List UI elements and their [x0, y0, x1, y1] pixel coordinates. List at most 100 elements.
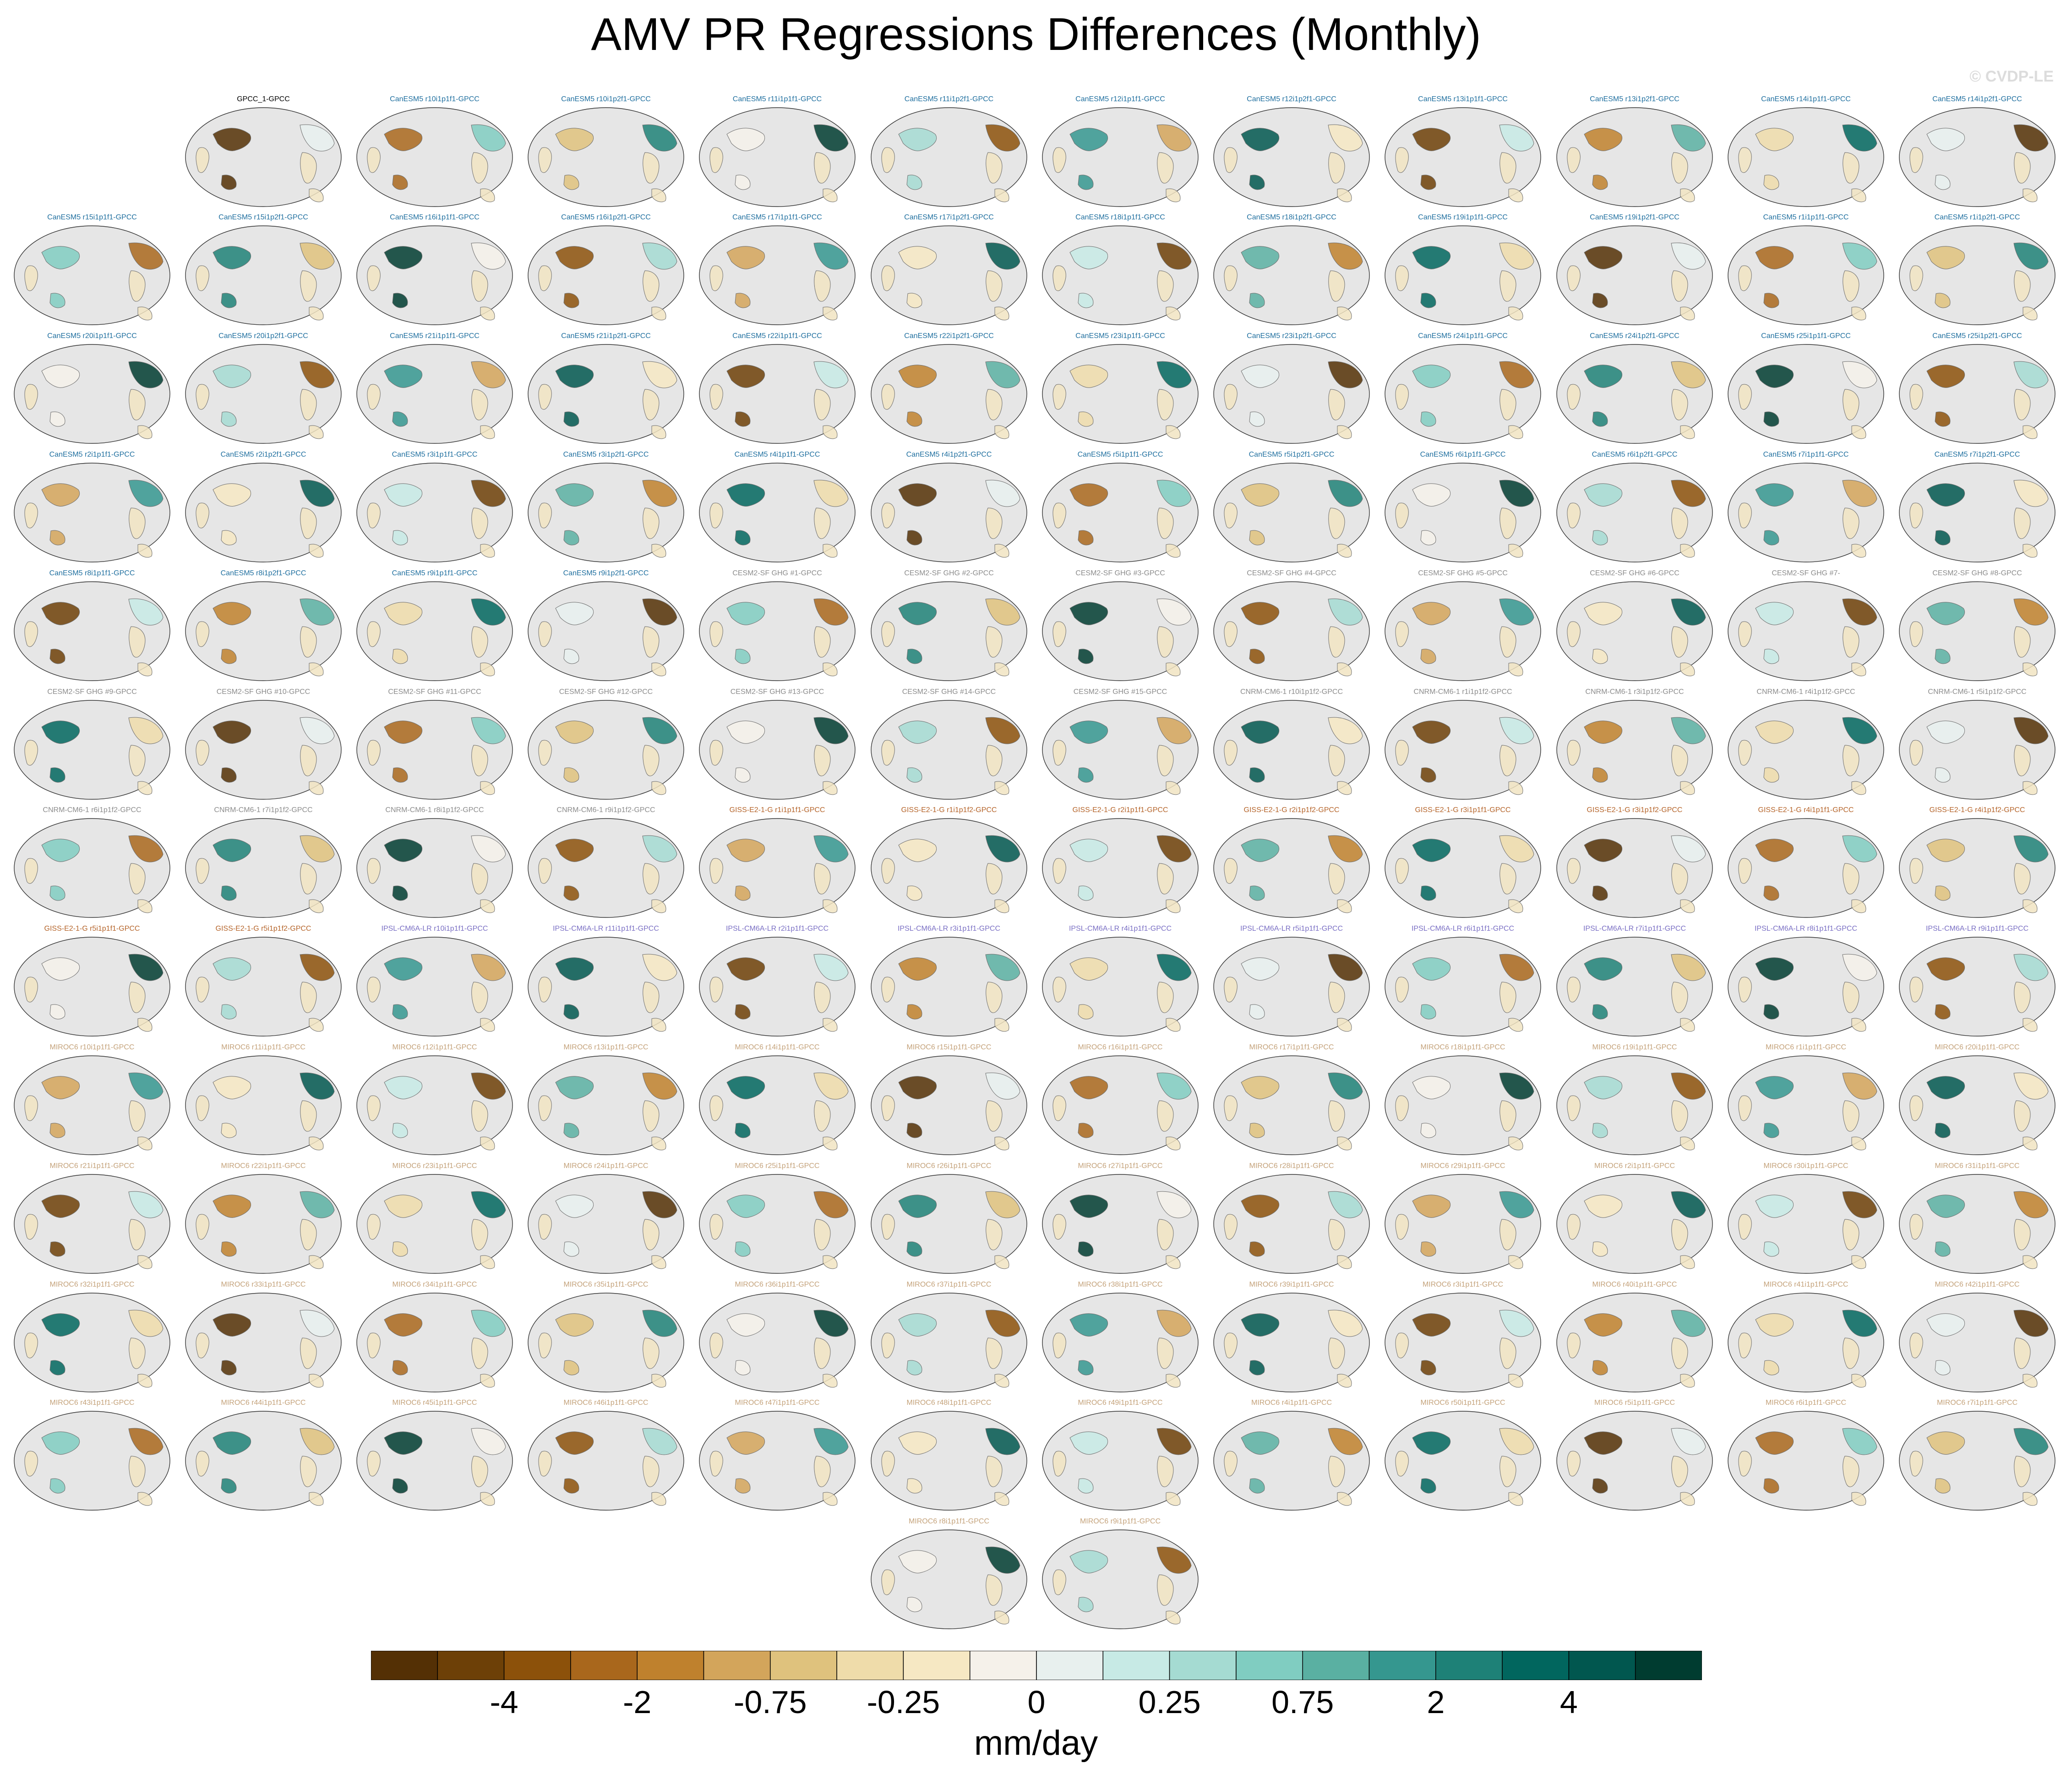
land-region — [906, 767, 922, 783]
land-region — [563, 175, 579, 190]
colorbar-swatch — [1635, 1651, 1702, 1680]
land-region — [813, 1072, 849, 1100]
land-region — [881, 977, 895, 1003]
robinson-map — [1385, 107, 1541, 207]
land-region — [735, 1004, 751, 1020]
land-region — [1567, 502, 1581, 529]
land-region — [2013, 717, 2049, 744]
land-region — [309, 1136, 324, 1151]
panel-title: CESM2-SF GHG #10-GPCC — [216, 688, 311, 696]
land-region — [651, 188, 666, 202]
map-panel: MIROC6 r32i1p1f1-GPCC — [8, 1277, 176, 1395]
land-region — [221, 767, 237, 783]
land-region — [881, 1214, 895, 1240]
map-panel: CanESM5 r19i1p2f1-GPCC — [1551, 210, 1718, 328]
map-panel: CanESM5 r19i1p1f1-GPCC — [1379, 210, 1547, 328]
land-region — [1843, 1100, 1859, 1132]
robinson-map — [1728, 107, 1884, 207]
land-region — [1935, 1004, 1951, 1020]
robinson-map — [356, 700, 513, 800]
robinson-map — [1728, 463, 1884, 562]
land-region — [1249, 1360, 1265, 1376]
map-panel: CanESM5 r3i1p2f1-GPCC — [522, 447, 690, 565]
land-region — [823, 781, 838, 795]
land-region — [813, 361, 849, 388]
land-region — [813, 242, 849, 270]
robinson-map — [1728, 937, 1884, 1037]
robinson-map — [14, 225, 170, 325]
land-region — [1584, 602, 1622, 625]
land-region — [300, 626, 317, 658]
robinson-map — [1556, 1293, 1713, 1392]
land-region — [213, 246, 251, 269]
land-region — [1584, 246, 1622, 269]
map-panel: CanESM5 r4i1p1f1-GPCC — [693, 447, 861, 565]
land-region — [642, 361, 677, 388]
land-region — [1926, 602, 1965, 625]
colorbar-tick-label: -4 — [490, 1684, 518, 1720]
panel-title: MIROC6 r11i1p1f1-GPCC — [221, 1043, 305, 1051]
land-region — [1584, 128, 1622, 151]
robinson-map — [1556, 818, 1713, 918]
map-panel: MIROC6 r1i1p1f1-GPCC — [1722, 1040, 1890, 1158]
map-panel: CESM2-SF GHG #7- — [1722, 566, 1890, 684]
land-region — [49, 1004, 65, 1020]
land-region — [471, 480, 506, 507]
panel-title: MIROC6 r16i1p1f1-GPCC — [1078, 1043, 1163, 1051]
map-panel: MIROC6 r43i1p1f1-GPCC — [8, 1395, 176, 1513]
land-region — [128, 598, 164, 626]
panel-title: CanESM5 r7i1p1f1-GPCC — [1763, 451, 1849, 459]
land-region — [651, 544, 666, 558]
land-region — [1224, 740, 1238, 766]
land-region — [392, 175, 408, 190]
land-region — [881, 1569, 895, 1595]
land-region — [196, 147, 209, 173]
land-region — [309, 188, 324, 202]
map-panel: MIROC6 r24i1p1f1-GPCC — [522, 1158, 690, 1277]
land-region — [642, 242, 677, 270]
robinson-map — [1042, 344, 1199, 444]
land-region — [24, 384, 38, 410]
map-panel: CESM2-SF GHG #9-GPCC — [8, 684, 176, 802]
land-region — [1249, 1478, 1265, 1494]
map-panel: MIROC6 r45i1p1f1-GPCC — [351, 1395, 518, 1513]
panel-title: CanESM5 r23i1p2f1-GPCC — [1247, 332, 1336, 340]
panel-title: CanESM5 r20i1p2f1-GPCC — [218, 332, 308, 340]
map-panel: MIROC6 r42i1p1f1-GPCC — [1893, 1277, 2061, 1395]
land-region — [985, 1546, 1020, 1574]
land-region — [985, 480, 1020, 507]
land-region — [1567, 1095, 1581, 1121]
land-region — [709, 147, 723, 173]
land-region — [309, 1018, 324, 1032]
robinson-map — [14, 1411, 170, 1511]
land-region — [709, 1095, 723, 1121]
land-region — [1499, 1072, 1534, 1100]
land-region — [709, 1451, 723, 1477]
panel-title: CESM2-SF GHG #11-GPCC — [388, 688, 481, 696]
land-region — [1420, 1004, 1436, 1020]
land-region — [1738, 384, 1752, 410]
panel-title: MIROC6 r27i1p1f1-GPCC — [1078, 1162, 1163, 1170]
land-region — [1328, 835, 1363, 862]
land-region — [1412, 1313, 1450, 1337]
land-region — [1052, 1095, 1066, 1121]
land-region — [1671, 982, 1688, 1013]
robinson-map — [1042, 225, 1199, 325]
map-panel: CanESM5 r8i1p1f1-GPCC — [8, 566, 176, 684]
robinson-map — [871, 1174, 1027, 1274]
land-region — [709, 1214, 723, 1240]
land-region — [213, 1195, 251, 1218]
panel-title: MIROC6 r6i1p1f1-GPCC — [1765, 1399, 1847, 1407]
land-region — [643, 982, 660, 1013]
robinson-map — [185, 1174, 342, 1274]
land-region — [1499, 1337, 1516, 1369]
land-region — [1224, 621, 1238, 647]
land-region — [1069, 1313, 1108, 1337]
land-region — [1420, 649, 1436, 664]
land-region — [1935, 530, 1951, 546]
land-region — [1395, 740, 1409, 766]
land-region — [1592, 649, 1608, 664]
map-panel: CanESM5 r16i1p1f1-GPCC — [351, 210, 518, 328]
land-region — [49, 885, 65, 901]
land-region — [213, 1313, 251, 1337]
